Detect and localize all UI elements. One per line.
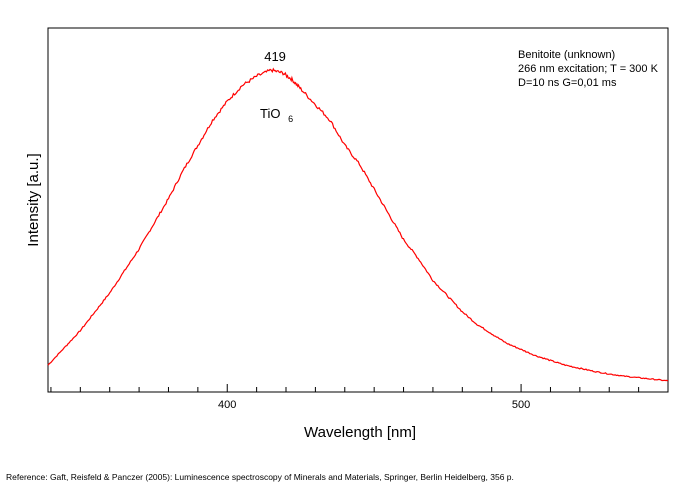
- x-axis-tick-labels: 400 500: [218, 399, 530, 411]
- reference-citation: Reference: Gaft, Reisfeld & Panczer (200…: [6, 472, 514, 482]
- y-axis-title: Intensity [a.u.]: [25, 153, 42, 246]
- info-line-excitation: 266 nm excitation; T = 300 K: [518, 63, 659, 75]
- spectrum-chart: 400 500 419 TiO 6 Benitoite (unknown) 266…: [25, 27, 669, 441]
- peak-label: 419: [264, 49, 286, 64]
- x-axis-title: Wavelength [nm]: [304, 424, 416, 441]
- species-label-main: TiO: [260, 106, 280, 121]
- species-label: TiO 6: [260, 106, 293, 124]
- plot-frame: [47, 27, 669, 393]
- x-tick-label: 500: [512, 399, 530, 411]
- info-line-gate: D=10 ns G=0,01 ms: [518, 77, 617, 89]
- series-line: [47, 67, 669, 382]
- x-axis-ticks: [50, 384, 669, 392]
- species-label-subscript: 6: [288, 114, 293, 124]
- x-tick-label: 400: [218, 399, 236, 411]
- info-line-sample: Benitoite (unknown): [518, 49, 615, 61]
